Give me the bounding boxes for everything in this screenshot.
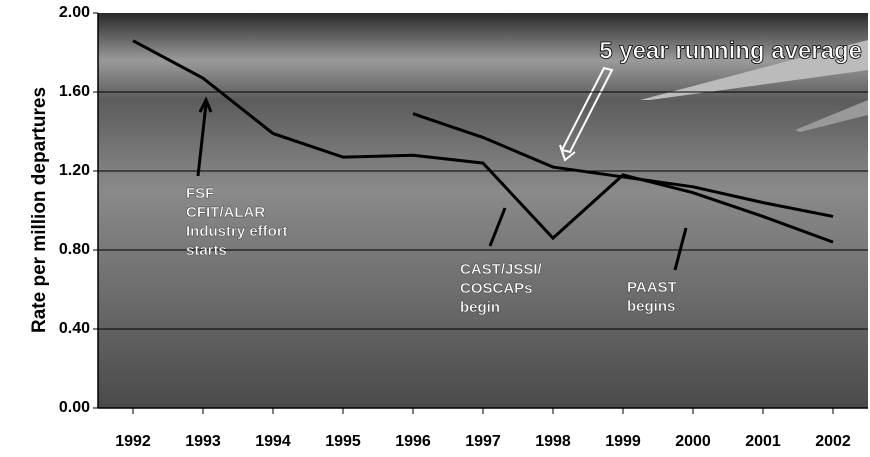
x-tick-label: 1993 <box>185 433 221 450</box>
y-tick-label: 0.80 <box>59 241 90 258</box>
annotation: CAST/JSSI/ <box>460 261 543 278</box>
annotation: begins <box>627 298 675 315</box>
x-tick-label: 1999 <box>605 433 641 450</box>
x-tick-label: 1996 <box>395 433 431 450</box>
x-tick-label: 1997 <box>465 433 501 450</box>
y-axis-label: Rate per million departures <box>29 87 50 333</box>
annotation: FSF <box>186 185 214 202</box>
x-tick-label: 1992 <box>115 433 151 450</box>
chart: Rate per million departures 5 year runni… <box>0 0 870 457</box>
y-tick-label: 1.20 <box>59 162 90 179</box>
y-tick-label: 0.00 <box>59 399 90 416</box>
series-label: 5 year running average <box>599 37 862 64</box>
y-tick-label: 1.60 <box>59 83 90 100</box>
annotation: CFIT/ALAR <box>186 204 265 221</box>
annotation: starts <box>186 242 227 259</box>
x-tick-label: 1995 <box>325 433 361 450</box>
x-tick-label: 1994 <box>255 433 291 450</box>
annotation: PAAST <box>627 279 677 296</box>
annotation: begin <box>460 299 500 316</box>
x-tick-label: 2001 <box>745 433 781 450</box>
x-tick-label: 1998 <box>535 433 571 450</box>
x-tick-label: 2000 <box>675 433 711 450</box>
y-tick-label: 0.40 <box>59 320 90 337</box>
x-tick-label: 2002 <box>815 433 851 450</box>
annotation: Industry effort <box>186 223 288 240</box>
annotation: COSCAPs <box>460 280 533 297</box>
y-tick-label: 2.00 <box>59 4 90 21</box>
